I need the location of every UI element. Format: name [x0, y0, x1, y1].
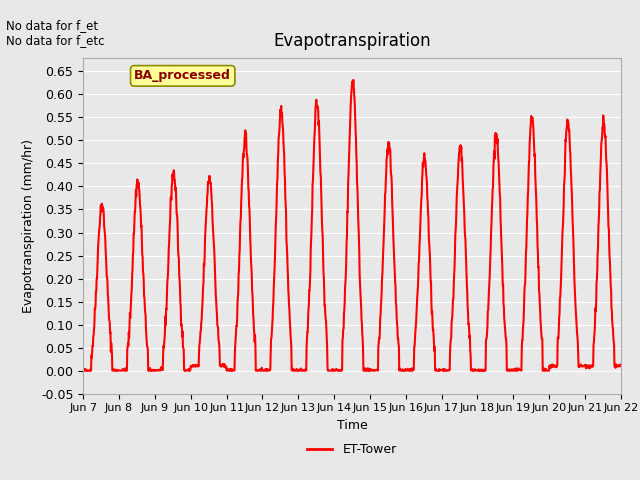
Line: ET-Tower: ET-Tower [83, 80, 621, 371]
ET-Tower [259, 368, 267, 373]
Legend: ET-Tower: ET-Tower [302, 438, 402, 461]
ET-Tower [199, 284, 207, 289]
Text: No data for f_et
No data for f_etc: No data for f_et No data for f_etc [6, 19, 105, 47]
ET-Tower [186, 368, 194, 373]
Text: BA_processed: BA_processed [134, 70, 231, 83]
ET-Tower [79, 367, 87, 373]
Y-axis label: Evapotranspiration (mm/hr): Evapotranspiration (mm/hr) [22, 139, 35, 312]
ET-Tower [617, 362, 625, 368]
ET-Tower [349, 77, 357, 83]
ET-Tower [554, 337, 561, 343]
Title: Evapotranspiration: Evapotranspiration [273, 33, 431, 50]
X-axis label: Time: Time [337, 419, 367, 432]
ET-Tower [436, 367, 444, 372]
ET-Tower [506, 368, 514, 373]
ET-Tower [80, 368, 88, 373]
